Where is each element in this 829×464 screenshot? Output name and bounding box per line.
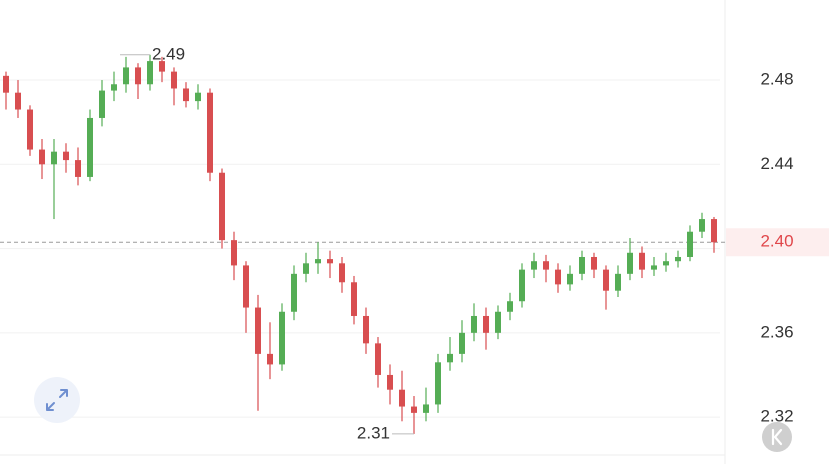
candle-body <box>627 252 633 274</box>
candle-body <box>543 261 549 270</box>
candle-body <box>279 311 285 365</box>
expand-button-bg[interactable] <box>34 377 80 423</box>
candle-body <box>15 92 21 110</box>
candle-body <box>51 151 57 165</box>
candle-body <box>591 256 597 270</box>
max-label: 2.49 <box>152 44 185 63</box>
expand-button[interactable] <box>34 377 80 423</box>
candle-body <box>231 240 237 266</box>
candle-body <box>447 353 453 363</box>
candle-body <box>75 160 81 177</box>
min-label: 2.31 <box>357 423 390 442</box>
expand-icon[interactable] <box>46 389 68 411</box>
candle-body <box>363 315 369 344</box>
candle-body <box>315 259 321 264</box>
candle-body <box>159 61 165 72</box>
candle-body <box>483 315 489 333</box>
candle-body <box>267 353 273 365</box>
candle-body <box>675 256 681 262</box>
y-tick-label: 2.32 <box>760 407 793 426</box>
candle-body <box>639 252 645 270</box>
candle-body <box>471 315 477 333</box>
y-tick-label: 2.36 <box>760 322 793 341</box>
candle-body <box>207 92 213 173</box>
candle-body <box>339 263 345 283</box>
kline-button-bg[interactable] <box>762 422 792 452</box>
candle-body <box>303 263 309 274</box>
candle-body <box>195 92 201 102</box>
candle-body <box>507 301 513 312</box>
candle-body <box>219 172 225 241</box>
candle-body <box>579 256 585 274</box>
candle-body <box>111 84 117 91</box>
candle-body <box>39 149 45 165</box>
candle-body <box>387 374 393 390</box>
candle-body <box>411 406 417 413</box>
candle-body <box>99 90 105 118</box>
candle-body <box>399 389 405 407</box>
candle-body <box>3 75 9 93</box>
kline-button[interactable] <box>762 422 792 452</box>
y-tick-label: 2.48 <box>760 70 793 89</box>
candle-body <box>63 151 69 161</box>
candle-body <box>423 404 429 413</box>
candle-body <box>495 311 501 333</box>
candle-body <box>27 109 33 150</box>
candle-body <box>291 273 297 312</box>
candle-body <box>687 231 693 257</box>
candle-body <box>519 269 525 302</box>
candle-body <box>567 273 573 285</box>
candle-body <box>327 259 333 264</box>
candle-body <box>243 265 249 308</box>
candle-body <box>375 343 381 375</box>
candle-body <box>651 265 657 270</box>
candle-body <box>711 219 717 243</box>
candle-body <box>555 269 561 285</box>
candle-body <box>603 269 609 291</box>
candle-body <box>531 261 537 270</box>
candle-body <box>459 332 465 354</box>
candle-body <box>351 282 357 316</box>
candle-body <box>183 88 189 102</box>
last-price-label: 2.40 <box>760 232 793 251</box>
candle-body <box>87 117 93 177</box>
candle-body <box>699 219 705 232</box>
candle-body <box>171 71 177 89</box>
candle-body <box>147 61 153 85</box>
candle-body <box>135 67 141 85</box>
last-price-bg <box>726 228 829 257</box>
candle-body <box>435 362 441 405</box>
candle-body <box>255 307 261 354</box>
kline-icon[interactable] <box>771 428 783 446</box>
candle-body <box>615 273 621 291</box>
candle-body <box>123 67 129 85</box>
y-tick-label: 2.44 <box>760 154 793 173</box>
candle-body <box>663 261 669 266</box>
